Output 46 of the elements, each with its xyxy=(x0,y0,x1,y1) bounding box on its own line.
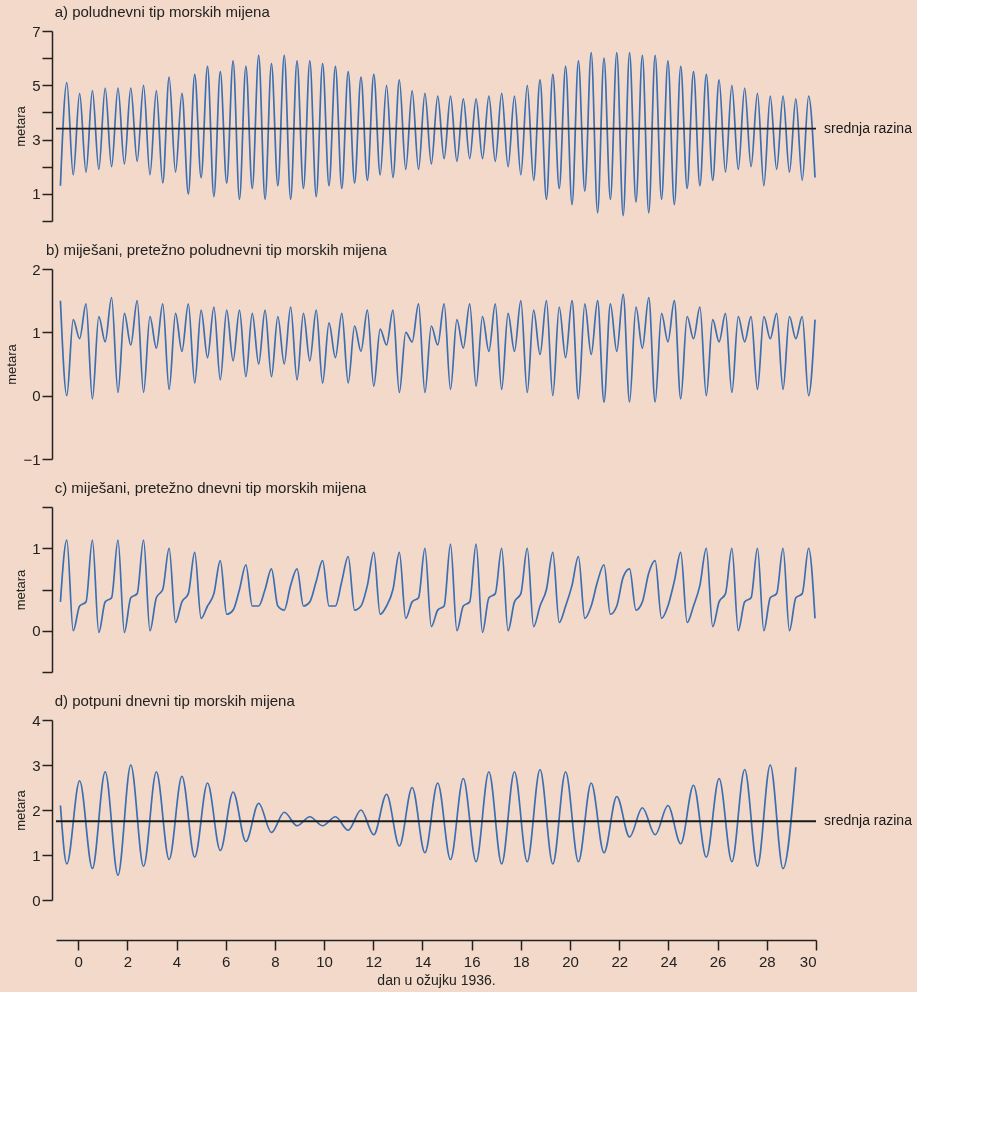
y-tick-label: 1 xyxy=(32,323,41,341)
x-tick-label: 4 xyxy=(172,952,182,970)
line-series xyxy=(59,51,816,217)
y-axis-title: metara xyxy=(13,789,29,831)
ref-line-label: srednja razina xyxy=(824,812,913,829)
x-tick-label: 8 xyxy=(271,952,280,970)
y-tick-label: 2 xyxy=(32,260,41,278)
y-tick-label: 1 xyxy=(32,185,41,203)
chart-title: d) potpuni dnevni tip morskih mijena xyxy=(54,692,296,709)
y-axis-title: metara xyxy=(13,569,29,611)
line-series xyxy=(59,293,816,403)
x-tick-label: 26 xyxy=(709,952,727,970)
y-tick-label: 5 xyxy=(32,76,41,94)
chart-title: c) miješani, pretežno dnevni tip morskih mijena xyxy=(54,479,368,496)
x-tick-label: 10 xyxy=(316,952,333,970)
chart-title: b) miješani, pretežno poludnevni tip morskih mijena xyxy=(45,241,388,258)
x-tick-label: 18 xyxy=(513,952,530,970)
line-series xyxy=(59,764,797,877)
x-tick-label: 30 xyxy=(799,952,817,970)
y-tick-label: 0 xyxy=(32,387,41,405)
y-tick-label: 7 xyxy=(32,22,41,40)
y-tick-label: 1 xyxy=(32,539,41,557)
chart-title: a) poludnevni tip morskih mijena xyxy=(54,3,271,20)
x-tick-label: 12 xyxy=(365,952,383,970)
x-tick-label: 14 xyxy=(414,952,432,970)
line-series xyxy=(59,539,816,634)
y-axis-title: metara xyxy=(4,343,20,385)
y-tick-label: 1 xyxy=(32,846,41,864)
x-tick-label: 6 xyxy=(222,952,231,970)
x-tick-label: 28 xyxy=(758,952,776,970)
x-tick-label: 16 xyxy=(463,952,481,970)
x-tick-label: 0 xyxy=(74,952,83,970)
y-tick-label: −1 xyxy=(23,450,41,468)
y-tick-label: 0 xyxy=(32,622,41,640)
x-tick-label: 2 xyxy=(123,952,132,970)
x-axis-title: dan u ožujku 1936. xyxy=(377,971,496,988)
y-tick-label: 3 xyxy=(32,756,41,774)
y-tick-label: 0 xyxy=(32,891,41,909)
x-tick-label: 22 xyxy=(611,952,629,970)
y-tick-label: 4 xyxy=(32,711,41,729)
x-tick-label: 20 xyxy=(562,952,579,970)
y-tick-label: 3 xyxy=(32,131,41,149)
ref-line-label: srednja razina xyxy=(824,119,913,136)
y-axis-title: metara xyxy=(13,105,29,147)
x-tick-label: 24 xyxy=(660,952,678,970)
y-tick-label: 2 xyxy=(32,801,41,819)
